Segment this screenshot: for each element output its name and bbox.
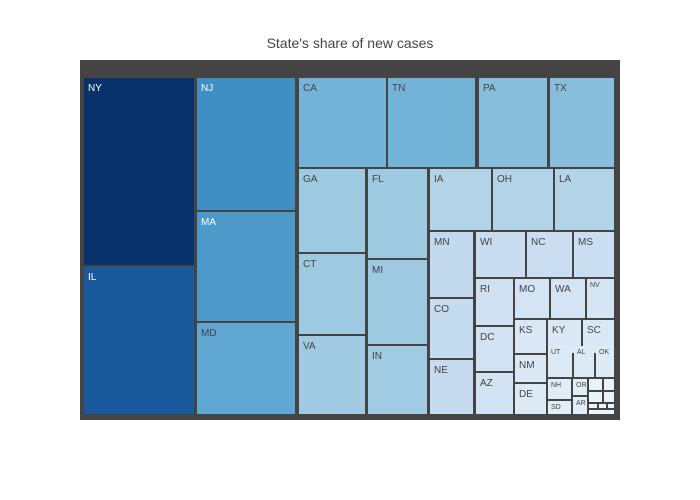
treemap-cell-47[interactable] bbox=[599, 404, 606, 408]
treemap-label-ga: GA bbox=[303, 174, 318, 185]
treemap-cell-45[interactable] bbox=[604, 392, 614, 402]
treemap-cell-nc[interactable] bbox=[527, 232, 572, 277]
treemap-label-de: DE bbox=[519, 389, 533, 400]
treemap-label-ok: OK bbox=[599, 349, 609, 356]
treemap-cell-sd[interactable] bbox=[548, 401, 571, 414]
treemap-label-nh: NH bbox=[551, 382, 561, 389]
treemap-label-md: MD bbox=[201, 328, 217, 339]
treemap-label-az: AZ bbox=[480, 378, 493, 389]
treemap-label-or: OR bbox=[576, 382, 587, 389]
treemap-label-va: VA bbox=[303, 341, 316, 352]
treemap-label-ri: RI bbox=[480, 284, 490, 295]
treemap-cell-mn[interactable] bbox=[430, 232, 473, 297]
treemap-label-tx: TX bbox=[554, 83, 567, 94]
treemap-cell-az[interactable] bbox=[476, 373, 513, 414]
treemap-cell-49[interactable] bbox=[589, 410, 614, 414]
treemap-cell-44[interactable] bbox=[589, 392, 602, 402]
treemap-cell-co[interactable] bbox=[430, 299, 473, 358]
treemap-label-oh: OH bbox=[497, 174, 512, 185]
treemap-label-la: LA bbox=[559, 174, 572, 185]
treemap-cell-in[interactable] bbox=[368, 346, 427, 414]
treemap-label-nc: NC bbox=[531, 237, 545, 248]
treemap-label-tn: TN bbox=[392, 83, 405, 94]
treemap-cell-or[interactable] bbox=[573, 379, 587, 395]
treemap-label-al: AL bbox=[577, 349, 586, 356]
treemap-label-mo: MO bbox=[519, 284, 535, 295]
treemap-cell-ia[interactable] bbox=[430, 169, 491, 230]
treemap-label-ct: CT bbox=[303, 259, 316, 270]
treemap-label-il: IL bbox=[88, 272, 97, 283]
treemap-cell-ar[interactable] bbox=[573, 397, 587, 414]
treemap-label-co: CO bbox=[434, 304, 449, 315]
treemap-label-ky: KY bbox=[552, 325, 566, 336]
treemap-cell-al[interactable] bbox=[574, 346, 594, 377]
treemap-cell-nm[interactable] bbox=[515, 355, 546, 382]
treemap-cell-dc[interactable] bbox=[476, 327, 513, 371]
treemap-label-ia: IA bbox=[434, 174, 444, 185]
treemap-cell-pa[interactable] bbox=[479, 78, 547, 167]
treemap-cell-ga[interactable] bbox=[299, 169, 365, 252]
treemap-cell-ok[interactable] bbox=[596, 346, 614, 377]
treemap-label-mn: MN bbox=[434, 237, 450, 248]
treemap-label-ny: NY bbox=[88, 83, 102, 94]
treemap-label-fl: FL bbox=[372, 174, 384, 185]
treemap-cell-nh[interactable] bbox=[548, 379, 571, 399]
treemap-label-wi: WI bbox=[480, 237, 492, 248]
treemap-cell-nv[interactable] bbox=[587, 279, 614, 318]
treemap-label-ar: AR bbox=[576, 400, 586, 407]
treemap-label-nm: NM bbox=[519, 360, 535, 371]
treemap-label-ne: NE bbox=[434, 365, 448, 376]
treemap-cell-nj[interactable] bbox=[197, 78, 295, 210]
treemap-cell-mi[interactable] bbox=[368, 260, 427, 344]
treemap-cell-ny[interactable] bbox=[84, 78, 194, 265]
treemap-label-nv: NV bbox=[590, 282, 600, 289]
treemap-label-pa: PA bbox=[483, 83, 496, 94]
treemap-cell-48[interactable] bbox=[608, 404, 614, 408]
treemap-label-ut: UT bbox=[551, 349, 561, 356]
treemap-cell-il[interactable] bbox=[84, 267, 194, 414]
treemap-cell-ne[interactable] bbox=[430, 360, 473, 414]
treemap-cell-va[interactable] bbox=[299, 336, 365, 414]
treemap-label-dc: DC bbox=[480, 332, 494, 343]
treemap-cell-ct[interactable] bbox=[299, 254, 365, 334]
treemap-cell-46[interactable] bbox=[589, 404, 597, 408]
treemap-label-in: IN bbox=[372, 351, 382, 362]
treemap-label-wa: WA bbox=[555, 284, 571, 295]
treemap-cell-42[interactable] bbox=[589, 379, 602, 390]
treemap-cell-oh[interactable] bbox=[493, 169, 553, 230]
treemap-label-nj: NJ bbox=[201, 83, 213, 94]
treemap-cells: NY IL NJ MA MD CA TN PA TX GA CT VA FL MI IN IA OH LA MN CO… bbox=[84, 78, 614, 414]
treemap-cell-ca[interactable] bbox=[299, 78, 386, 167]
treemap-label-ca: CA bbox=[303, 83, 317, 94]
treemap-cell-tn[interactable] bbox=[388, 78, 475, 167]
treemap-cell-mo[interactable] bbox=[515, 279, 549, 318]
treemap-cell-de[interactable] bbox=[515, 384, 546, 414]
treemap-cell-tx[interactable] bbox=[550, 78, 614, 167]
treemap-cell-ut[interactable] bbox=[548, 346, 572, 377]
chart-title: State's share of new cases bbox=[266, 35, 434, 51]
treemap-label-ks: KS bbox=[519, 325, 533, 336]
treemap-cell-ms[interactable] bbox=[574, 232, 614, 277]
treemap-label-ma: MA bbox=[201, 217, 216, 228]
treemap-cell-la[interactable] bbox=[555, 169, 614, 230]
treemap-cell-ri[interactable] bbox=[476, 279, 513, 325]
treemap-cell-md[interactable] bbox=[197, 323, 295, 414]
treemap-cell-wi[interactable] bbox=[476, 232, 525, 277]
treemap-label-sc: SC bbox=[587, 325, 601, 336]
treemap-cell-fl[interactable] bbox=[368, 169, 427, 258]
treemap-cell-wa[interactable] bbox=[551, 279, 585, 318]
treemap-cell-43[interactable] bbox=[604, 379, 614, 390]
treemap-cell-ks[interactable] bbox=[515, 320, 546, 353]
treemap-cell-ma[interactable] bbox=[197, 212, 295, 321]
treemap-label-ms: MS bbox=[578, 237, 593, 248]
treemap-label-mi: MI bbox=[372, 265, 383, 276]
treemap-label-sd: SD bbox=[551, 404, 561, 411]
